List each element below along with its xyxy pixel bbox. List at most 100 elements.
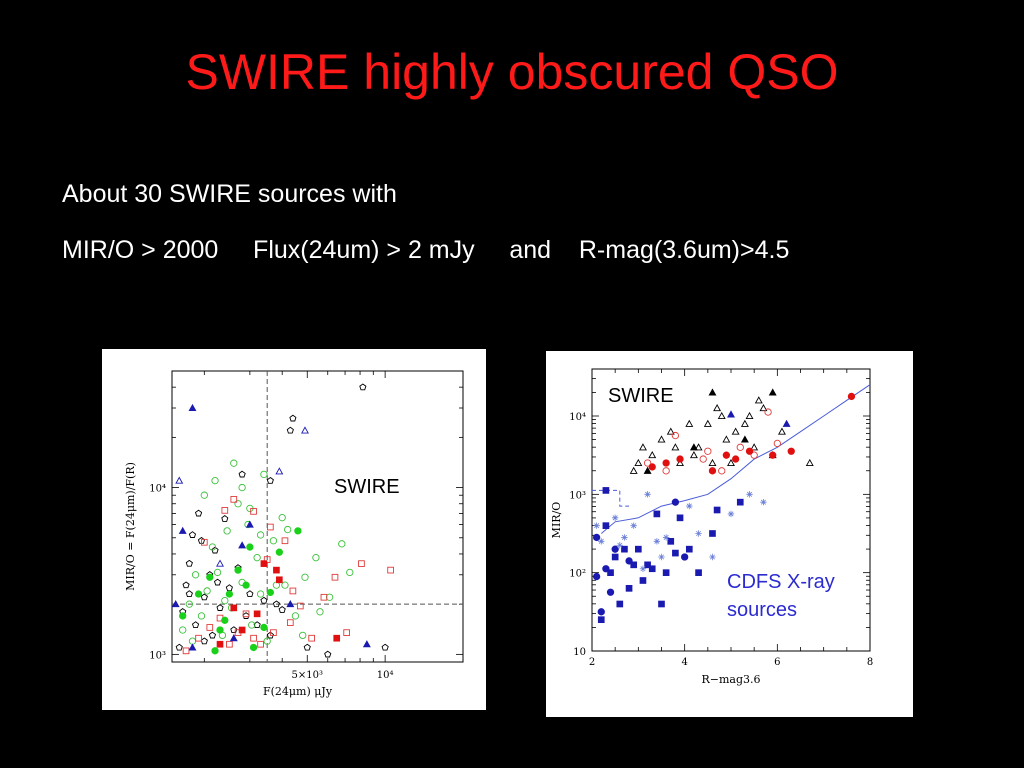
x-tick-label: 10⁴	[377, 670, 394, 681]
data-point	[260, 596, 268, 604]
data-point	[667, 538, 675, 545]
data-point	[203, 587, 211, 595]
data-point	[260, 470, 268, 479]
data-point	[362, 640, 371, 648]
y-tick-label: 10	[573, 647, 586, 658]
data-point	[289, 587, 297, 595]
data-point	[625, 557, 633, 565]
data-point	[188, 643, 197, 651]
data-point	[200, 637, 208, 645]
data-point	[200, 491, 208, 499]
data-point	[200, 538, 208, 546]
data-point	[611, 514, 619, 522]
data-point	[256, 590, 265, 598]
data-point	[708, 388, 717, 396]
data-point	[759, 404, 768, 412]
data-point	[727, 410, 735, 418]
data-point	[286, 619, 294, 626]
data-point	[286, 426, 294, 434]
data-point	[805, 458, 814, 467]
data-point	[216, 626, 224, 634]
data-point	[242, 581, 250, 589]
data-point	[185, 600, 193, 608]
data-point	[213, 578, 222, 586]
data-point	[245, 520, 254, 528]
data-point	[291, 612, 300, 620]
data-point	[263, 637, 271, 645]
data-point	[713, 506, 721, 514]
data-point	[782, 419, 791, 427]
data-point	[225, 590, 234, 598]
data-point	[303, 643, 311, 651]
data-point	[191, 571, 200, 579]
data-point	[346, 568, 354, 577]
data-point	[689, 451, 698, 459]
data-point	[653, 510, 661, 518]
data-point	[592, 533, 601, 542]
data-point	[238, 483, 246, 492]
data-point	[694, 443, 703, 451]
data-point	[644, 561, 651, 569]
data-point	[625, 585, 633, 592]
data-point	[197, 612, 206, 620]
data-point	[278, 514, 286, 522]
cdfs-label-line2: sources	[727, 599, 798, 621]
data-point	[750, 443, 759, 451]
data-point	[643, 466, 652, 474]
data-point	[223, 527, 231, 535]
data-point	[299, 631, 307, 640]
criteria-values: MIR/O > 2000 Flux(24um) > 2 mJy and R-ma…	[62, 236, 790, 264]
data-point	[249, 643, 258, 652]
data-point	[629, 466, 638, 474]
data-point	[745, 447, 754, 455]
x-tick-label: 6	[774, 657, 780, 668]
data-point	[635, 545, 642, 553]
data-point	[208, 631, 217, 639]
data-point	[188, 403, 197, 412]
data-point	[256, 531, 265, 539]
data-point	[234, 500, 242, 508]
data-point	[206, 624, 214, 631]
data-point	[722, 435, 731, 443]
data-point	[630, 561, 638, 569]
data-point	[221, 596, 229, 605]
data-point	[643, 459, 652, 467]
data-point	[381, 643, 389, 651]
swire-flux-plot: 5×10³ 10⁴ 10³ 10⁴ F(24μm) μJy MIR/O = F(24μm)…	[102, 349, 486, 710]
y-axis-label: MIR/O	[550, 502, 563, 539]
data-point	[325, 593, 334, 601]
data-point	[607, 569, 614, 576]
data-point	[731, 455, 740, 463]
data-point	[358, 560, 365, 567]
data-point	[644, 491, 651, 498]
data-point	[676, 455, 684, 463]
data-point	[699, 455, 707, 463]
swire-label-right: SWIRE	[608, 385, 674, 407]
data-point	[745, 411, 754, 420]
data-point	[257, 640, 264, 648]
data-point	[671, 431, 680, 440]
data-point	[296, 602, 304, 610]
data-point	[221, 507, 229, 514]
cdfs-label-line1: CDFS X-ray	[727, 571, 835, 593]
swire-label: SWIRE	[334, 476, 400, 498]
data-point	[276, 576, 283, 584]
data-point	[230, 459, 238, 467]
x-axis-label: R−mag3.6	[701, 673, 760, 686]
data-point	[689, 443, 698, 451]
data-point	[611, 545, 619, 553]
slide-title: SWIRE highly obscured QSO	[185, 44, 839, 100]
data-point	[787, 447, 795, 455]
data-point	[764, 408, 772, 416]
data-point	[760, 498, 767, 506]
data-point	[246, 590, 254, 598]
data-point	[266, 631, 274, 639]
data-point	[216, 604, 224, 611]
data-point	[343, 629, 350, 636]
data-point	[630, 522, 637, 529]
y-tick-label: 10²	[569, 569, 586, 580]
data-point	[230, 626, 238, 634]
data-point	[260, 560, 268, 567]
data-point	[611, 553, 619, 561]
data-point	[284, 525, 292, 534]
